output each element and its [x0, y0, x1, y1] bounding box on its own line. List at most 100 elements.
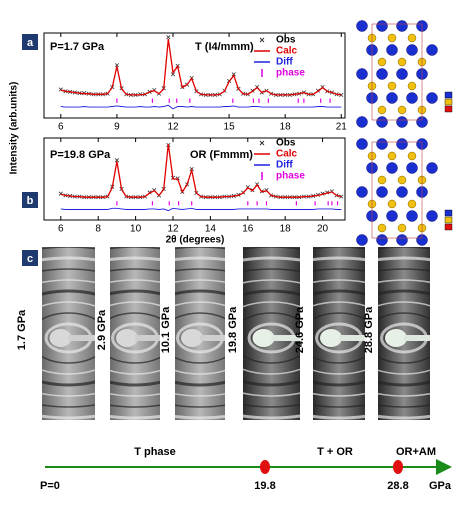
gasket [200, 335, 225, 341]
key [444, 98, 453, 106]
diffraction-ring [313, 268, 365, 408]
atom [356, 116, 368, 128]
diffraction-ring [313, 312, 365, 364]
atom [386, 44, 398, 56]
atom [376, 68, 388, 80]
atom [406, 92, 418, 104]
transition-dot [393, 460, 403, 474]
key [444, 209, 453, 217]
atom [396, 234, 408, 246]
obs-point [231, 72, 236, 77]
gasket [271, 335, 300, 341]
key [444, 91, 453, 99]
atom [397, 105, 407, 115]
atom [426, 92, 438, 104]
phase-label: T phase [134, 446, 176, 458]
diffraction-ring [243, 268, 300, 408]
diffraction-ring [110, 256, 160, 420]
pressure-images: 1.7 GPa 2.9 GPa 10.1 GPa 19.8 GPa 24.6 GPa 28… [16, 247, 430, 420]
phase-annotation: OR (Fmmm) [190, 149, 253, 161]
atom [356, 138, 368, 150]
diffraction-ring [313, 256, 365, 420]
atom [396, 116, 408, 128]
phase-annotation: T (I4/mmm) [195, 41, 254, 53]
atom [387, 81, 397, 91]
diffraction-ring [378, 256, 430, 420]
atom [386, 210, 398, 222]
atom [396, 20, 408, 32]
atom [396, 68, 408, 80]
pressure-label: 2.9 GPa [96, 309, 108, 350]
diffraction-ring [110, 312, 160, 364]
calc-line [60, 143, 342, 198]
phase-label: T + OR [317, 446, 353, 458]
diffraction-ring [243, 256, 300, 420]
atom [397, 223, 407, 233]
obs-point [114, 158, 119, 163]
sample [385, 329, 407, 347]
atom [377, 105, 387, 115]
atom [406, 162, 418, 174]
atom [397, 175, 407, 185]
legend-label: phase [276, 68, 305, 79]
strip [110, 247, 160, 420]
gasket [135, 335, 160, 341]
legend-marker [259, 37, 265, 43]
legend-marker [259, 140, 265, 146]
x-tick-label: 16 [242, 224, 254, 235]
diffraction-ring [243, 301, 300, 375]
phase-label: OR+AM [396, 446, 436, 458]
diffraction-ring [175, 289, 225, 387]
diffraction-ring [175, 256, 225, 420]
diffraction-ring [42, 301, 95, 375]
point-label: 19.8 [254, 480, 275, 492]
diffraction-ring [175, 312, 225, 364]
diffraction-ring [175, 268, 225, 408]
legend-label: Calc [276, 149, 298, 160]
diffraction-ring [110, 279, 160, 397]
pressure-label: 28.8 GPa [363, 306, 375, 353]
atom [356, 20, 368, 32]
x-tick-label: 15 [224, 122, 236, 133]
sample [320, 329, 342, 347]
legend-label: Diff [276, 57, 293, 68]
diffraction-ring [175, 301, 225, 375]
x-tick-label: 20 [317, 224, 329, 235]
x-tick-label: 12 [167, 224, 179, 235]
pressure-annotation: P=19.8 GPa [50, 149, 111, 161]
panel-label: c [27, 253, 33, 265]
unit-cell [371, 141, 423, 239]
diffraction-ring [42, 279, 95, 397]
transition-dot [260, 460, 270, 474]
y-axis-label: Intensity (arb.units) [9, 82, 20, 175]
diffraction-ring [110, 301, 160, 375]
legend-label: Obs [276, 35, 296, 46]
atom [376, 20, 388, 32]
diffraction-ring [110, 268, 160, 408]
crystal-structures [356, 20, 453, 246]
atom [426, 210, 438, 222]
key [444, 223, 453, 231]
atom [396, 138, 408, 150]
panel-badge [22, 250, 38, 266]
atom [376, 234, 388, 246]
key [444, 105, 453, 113]
legend-label: Calc [276, 46, 298, 57]
strip [243, 247, 300, 420]
strip [378, 247, 430, 420]
x-tick-label: 14 [205, 224, 217, 235]
atom [426, 44, 438, 56]
x-tick-label: 18 [280, 122, 292, 133]
diffraction-ring [378, 312, 430, 364]
panel-label: a [27, 37, 34, 49]
gasket [404, 335, 430, 341]
atom [377, 175, 387, 185]
x-tick-label: 9 [114, 122, 120, 133]
diffraction-ring [243, 279, 300, 397]
atom [407, 151, 417, 161]
pressure-label: 19.8 GPa [227, 306, 239, 353]
diffraction-ring [313, 301, 365, 375]
diffraction-ring [42, 312, 95, 364]
plot-frame [43, 32, 346, 119]
atom [386, 92, 398, 104]
